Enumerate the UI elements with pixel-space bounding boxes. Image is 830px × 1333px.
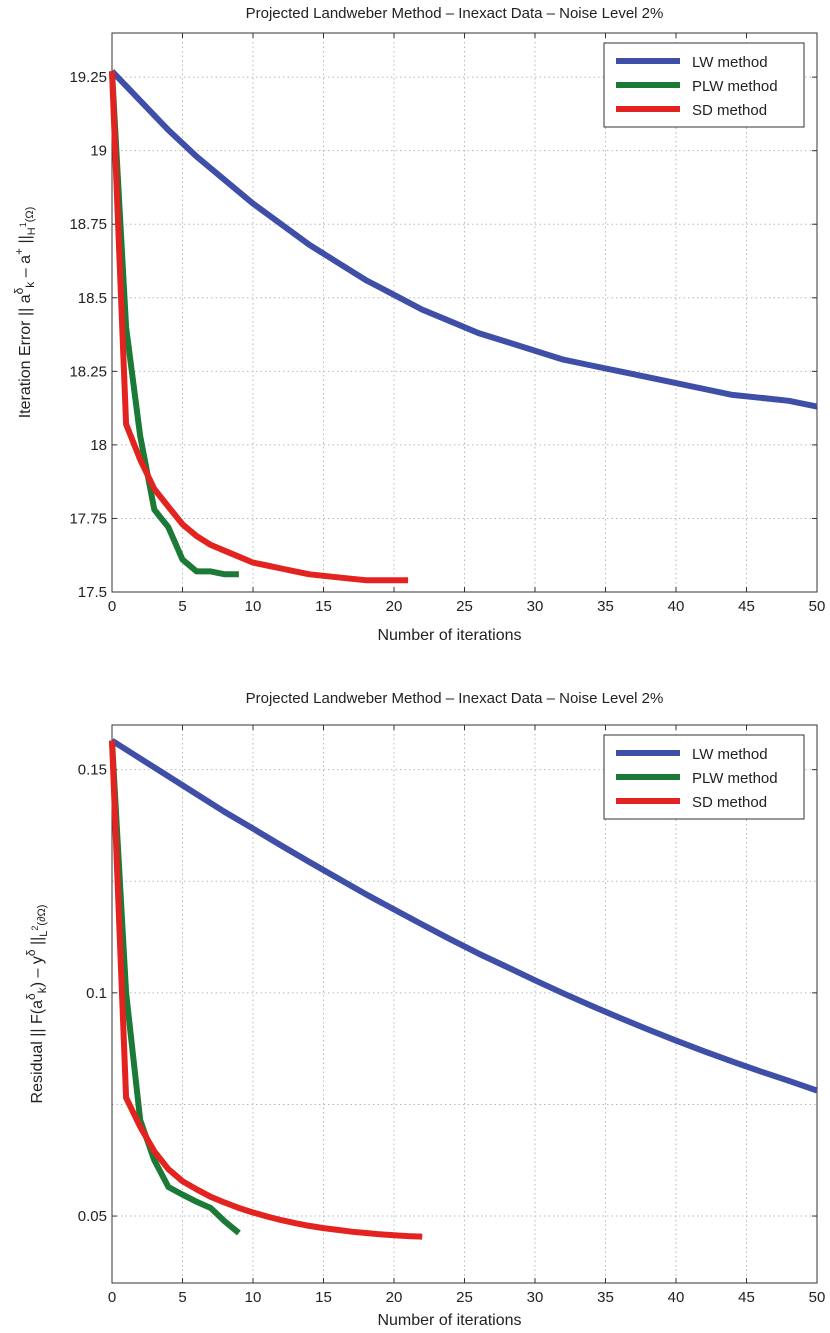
legend-label: LW method xyxy=(692,54,768,71)
y-tick-label: 17.75 xyxy=(69,510,107,527)
x-tick-label: 10 xyxy=(245,1289,262,1306)
x-tick-label: 35 xyxy=(597,1289,614,1306)
x-tick-label: 45 xyxy=(738,598,755,615)
chart-title: Projected Landweber Method – Inexact Dat… xyxy=(246,690,664,707)
y-tick-label: 17.5 xyxy=(78,584,107,601)
legend: LW method PLW method SD method xyxy=(603,42,805,128)
x-tick-label: 30 xyxy=(527,598,544,615)
series-line-plw-method xyxy=(109,71,239,578)
chart-title: Projected Landweber Method – Inexact Dat… xyxy=(246,5,664,22)
chart-1: 0 5 10 15 20 25 30 35 40 45 50 17.5 17.75 18 18.25 18.5… xyxy=(12,5,825,644)
x-tick-label: 40 xyxy=(668,598,685,615)
x-axis-label: Number of iterations xyxy=(377,627,521,644)
y-tick-label: 18.5 xyxy=(78,290,107,307)
y-label-sup1: δ xyxy=(24,993,38,1000)
x-tick-label: 20 xyxy=(386,598,403,615)
x-tick-label: 20 xyxy=(386,1289,403,1306)
y-tick-label: 19 xyxy=(90,143,107,160)
series-line-sd-method xyxy=(109,71,409,584)
series-line-sd-method xyxy=(109,740,423,1240)
y-label-mid2: || xyxy=(29,937,46,950)
x-tick-label: 50 xyxy=(809,598,826,615)
legend-label: PLW method xyxy=(692,78,778,95)
y-label-sub1: k xyxy=(23,281,37,288)
y-tick-label: 0.05 xyxy=(78,1208,107,1225)
y-axis-label: Iteration Error || aδk – a+ ||H1(Ω) xyxy=(12,207,38,419)
x-tick-label: 45 xyxy=(738,1289,755,1306)
y-tick-label: 0.1 xyxy=(86,985,107,1002)
y-label-sup2: δ xyxy=(24,949,38,956)
series-line-lw-method xyxy=(109,69,818,410)
x-tick-label: 25 xyxy=(456,1289,473,1306)
y-label-prefix: Iteration Error || a xyxy=(17,294,34,418)
y-label-sub2: H xyxy=(26,227,38,235)
x-tick-label: 15 xyxy=(315,598,332,615)
x-tick-label: 5 xyxy=(178,598,186,615)
x-tick-label: 15 xyxy=(315,1289,332,1306)
legend: LW method PLW method SD method xyxy=(603,734,805,820)
legend-label: PLW method xyxy=(692,770,778,787)
y-label-sup2: + xyxy=(12,248,26,255)
x-tick-label: 50 xyxy=(809,1289,826,1306)
y-label-sup3: 1 xyxy=(18,222,28,227)
y-tick-label: 18 xyxy=(90,437,107,454)
y-label-mid: – a xyxy=(17,255,34,282)
y-axis-label: Residual || F(aδk) – yδ ||L2(∂Ω) xyxy=(24,905,50,1104)
y-tick-label: 19.25 xyxy=(69,69,107,86)
legend-label: LW method xyxy=(692,746,768,763)
y-label-sub3: (Ω) xyxy=(24,207,36,223)
y-label-sup1: δ xyxy=(12,287,26,294)
x-axis-label: Number of iterations xyxy=(377,1312,521,1329)
x-tick-label: 0 xyxy=(108,598,116,615)
y-tick-label: 0.15 xyxy=(78,762,107,779)
y-label-sup3: 2 xyxy=(30,926,40,931)
y-tick-label: 18.25 xyxy=(69,363,107,380)
y-label-mid: ) – y xyxy=(29,956,46,987)
legend-label: SD method xyxy=(692,794,767,811)
legend-label: SD method xyxy=(692,102,767,119)
y-label-prefix: Residual || F(a xyxy=(29,1000,46,1104)
series-line-lw-method xyxy=(110,738,818,1094)
y-tick-label: 18.75 xyxy=(69,216,107,233)
series-line-plw-method xyxy=(109,740,241,1236)
x-tick-label: 30 xyxy=(527,1289,544,1306)
y-label-sub2: L xyxy=(38,931,50,937)
x-tick-label: 25 xyxy=(456,598,473,615)
y-label-sub3: (∂Ω) xyxy=(36,905,48,926)
chart-2: 0 5 10 15 20 25 30 35 40 45 50 0.05 0.1 0.15 Projected… xyxy=(24,690,825,1329)
x-tick-label: 10 xyxy=(245,598,262,615)
x-tick-label: 5 xyxy=(178,1289,186,1306)
y-label-mid2: || xyxy=(17,235,34,248)
x-tick-label: 35 xyxy=(597,598,614,615)
x-tick-label: 40 xyxy=(668,1289,685,1306)
y-label-sub1: k xyxy=(35,986,49,993)
x-tick-label: 0 xyxy=(108,1289,116,1306)
